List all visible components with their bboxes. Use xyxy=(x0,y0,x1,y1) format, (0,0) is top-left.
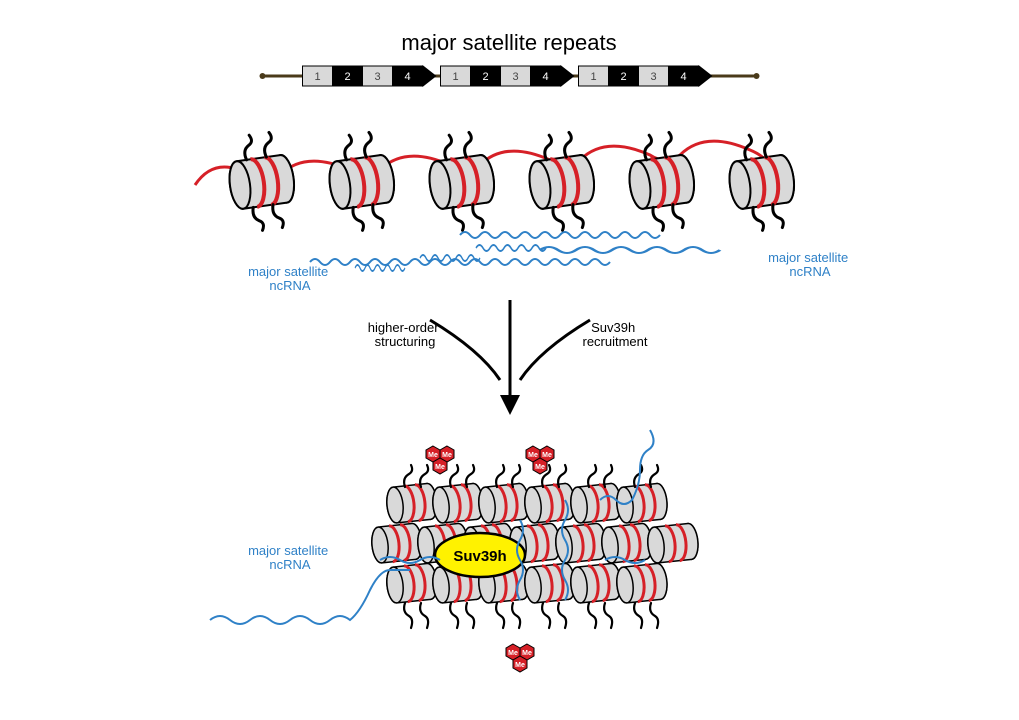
repeat-box-label: 2 xyxy=(344,71,350,83)
arrow-label-right: Suv39h recruitment xyxy=(582,320,647,349)
condensed-chromatin xyxy=(370,465,699,604)
repeat-bar: 1 2 3 4 1 2 3 4 1 2 3 4 xyxy=(260,65,760,87)
ncrna-top xyxy=(310,232,720,271)
ncrna-label-bottom: major satellite ncRNA xyxy=(248,543,332,572)
condensed-tails xyxy=(404,603,658,628)
nucleosome-compact xyxy=(385,563,438,604)
nucleosome-compact xyxy=(385,483,438,524)
repeat-box-label: 2 xyxy=(482,71,488,83)
ncrna-label-left: major satellite ncRNA xyxy=(248,264,332,293)
nucleosome-compact xyxy=(523,563,576,604)
diagram-title: major satellite repeats xyxy=(401,30,616,55)
repeat-box-label: 1 xyxy=(590,71,596,83)
nucleosome xyxy=(223,130,300,234)
suv39h-protein: Suv39h xyxy=(435,533,525,577)
repeat-box-label: 3 xyxy=(374,71,380,83)
repeat-box-label: 3 xyxy=(650,71,656,83)
repeat-box-label: 4 xyxy=(680,71,686,83)
nucleosome-compact xyxy=(477,483,530,524)
nucleosome xyxy=(523,130,600,234)
repeat-box-label: 4 xyxy=(542,71,548,83)
nucleosome xyxy=(623,130,700,234)
process-arrow xyxy=(430,300,590,415)
repeat-box-label: 4 xyxy=(404,71,410,83)
nucleosome-compact xyxy=(646,523,699,564)
repeat-box-label: 3 xyxy=(512,71,518,83)
nucleosome-compact xyxy=(431,483,484,524)
nucleosome-compact xyxy=(523,483,576,524)
open-chromatin xyxy=(195,130,800,234)
repeat-box-label: 1 xyxy=(452,71,458,83)
repeat-box-label: 1 xyxy=(314,71,320,83)
arrow-label-left: higher-order structuring xyxy=(368,320,442,349)
svg-text:Suv39h: Suv39h xyxy=(453,548,506,565)
nucleosome-compact xyxy=(569,483,622,524)
nucleosome-compact xyxy=(615,563,668,604)
ncrna-label-right: major satellite ncRNA xyxy=(768,250,852,279)
nucleosome xyxy=(323,130,400,234)
repeat-box-label: 2 xyxy=(620,71,626,83)
nucleosome-compact xyxy=(569,563,622,604)
nucleosome xyxy=(423,130,500,234)
